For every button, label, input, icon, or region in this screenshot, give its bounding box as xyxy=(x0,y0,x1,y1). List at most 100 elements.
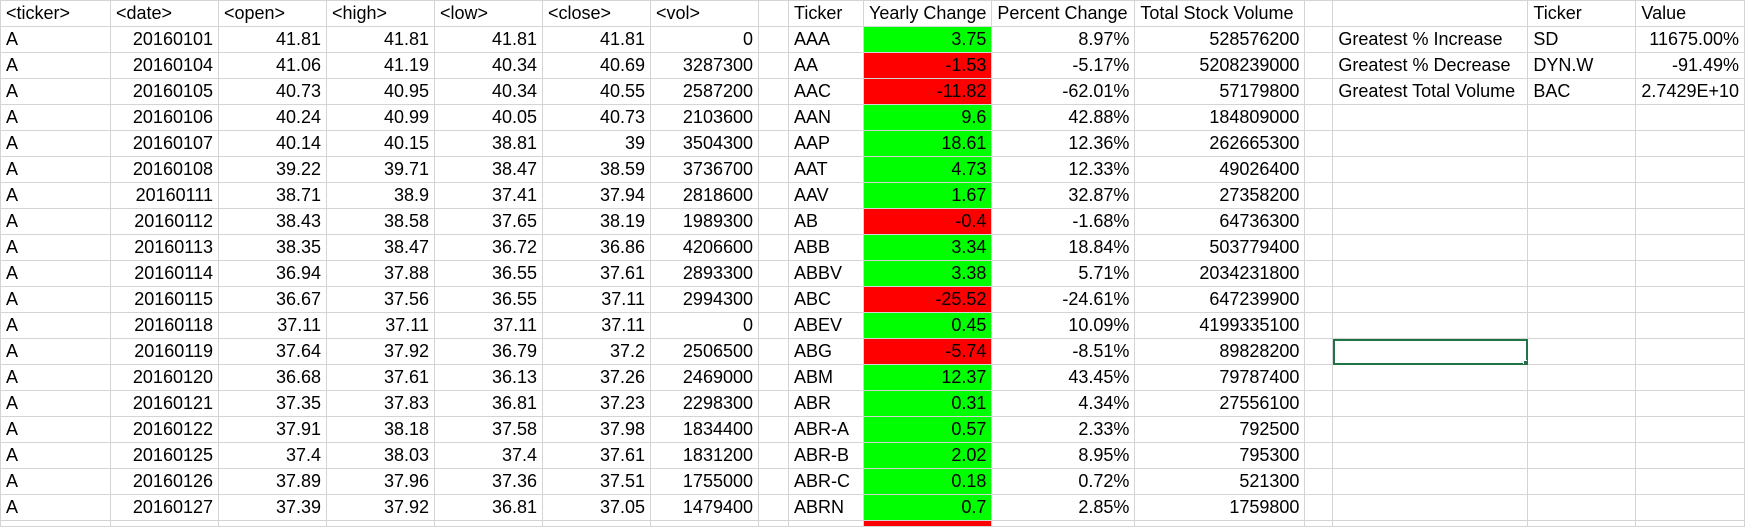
cell-high[interactable]: 38.03 xyxy=(326,442,435,469)
cell-high[interactable]: 37.96 xyxy=(326,468,435,495)
empty-cell[interactable] xyxy=(1332,104,1529,131)
cell-total-volume[interactable]: 528576200 xyxy=(1134,26,1306,53)
cell-close[interactable]: 41.81 xyxy=(542,26,651,53)
cell-high[interactable]: 39.71 xyxy=(326,156,435,183)
cell-open[interactable]: 37.89 xyxy=(218,468,327,495)
empty-cell[interactable] xyxy=(1635,494,1746,521)
cell-date[interactable]: 20160121 xyxy=(110,390,219,417)
cell-percent-change[interactable]: 8.95% xyxy=(991,442,1136,469)
cell-close[interactable]: 37.94 xyxy=(542,182,651,209)
cell-date[interactable]: 20160104 xyxy=(110,52,219,79)
cell-open[interactable]: 38.71 xyxy=(218,182,327,209)
empty-cell[interactable] xyxy=(1304,52,1334,79)
cell-low[interactable]: 37.65 xyxy=(434,208,543,235)
cell-high[interactable]: 38.18 xyxy=(326,416,435,443)
cell-yearly-change[interactable]: 0.57 xyxy=(862,416,993,443)
empty-cell[interactable] xyxy=(1304,312,1334,339)
empty-cell[interactable] xyxy=(758,156,789,183)
cell-ticker[interactable]: A xyxy=(0,234,111,261)
empty-cell[interactable] xyxy=(758,494,789,521)
empty-cell[interactable] xyxy=(1332,208,1529,235)
greatest-ticker[interactable]: DYN.W xyxy=(1527,52,1637,79)
empty-cell[interactable] xyxy=(1527,104,1637,131)
header-ticker[interactable]: <ticker> xyxy=(0,0,111,27)
cell-yearly-change[interactable]: 4.73 xyxy=(862,156,993,183)
empty-cell[interactable] xyxy=(758,0,789,27)
empty-cell[interactable] xyxy=(758,104,789,131)
empty-cell[interactable] xyxy=(1332,364,1529,391)
empty-cell[interactable] xyxy=(758,182,789,209)
empty-cell[interactable] xyxy=(758,364,789,391)
cell-close[interactable]: 39 xyxy=(542,130,651,157)
empty-cell[interactable] xyxy=(1332,130,1529,157)
empty-cell[interactable] xyxy=(1304,26,1334,53)
empty-cell[interactable] xyxy=(1635,104,1746,131)
greatest-value[interactable]: 11675.00% xyxy=(1635,26,1746,53)
empty-cell[interactable] xyxy=(1635,234,1746,261)
cell-vol[interactable]: 1989300 xyxy=(650,208,759,235)
empty-cell[interactable] xyxy=(1304,494,1334,521)
cell-ticker[interactable]: A xyxy=(0,182,111,209)
cell-total-volume[interactable]: 4199335100 xyxy=(1134,312,1306,339)
cell-ticker[interactable]: A xyxy=(0,442,111,469)
cell-yearly-change[interactable]: 3.38 xyxy=(862,260,993,287)
cell-yearly-change[interactable]: -1.53 xyxy=(862,52,993,79)
cell-percent-change[interactable]: 2.85% xyxy=(991,494,1136,521)
empty-cell[interactable] xyxy=(758,312,789,339)
header-low[interactable]: <low> xyxy=(434,0,543,27)
cell-low[interactable]: 40.34 xyxy=(434,52,543,79)
empty-cell[interactable] xyxy=(1635,130,1746,157)
cell-vol[interactable]: 2818600 xyxy=(650,182,759,209)
cell-summary-ticker[interactable]: AAC xyxy=(788,78,864,105)
cell-open[interactable]: 36.67 xyxy=(218,286,327,313)
cell-summary-ticker[interactable]: ABR-B xyxy=(788,442,864,469)
cell-high[interactable]: 37.83 xyxy=(326,390,435,417)
cell-low[interactable]: 40.34 xyxy=(434,78,543,105)
cell-yearly-change[interactable]: 1.67 xyxy=(862,182,993,209)
cell-summary-ticker[interactable]: ABBV xyxy=(788,260,864,287)
cell-vol[interactable]: 2994300 xyxy=(650,286,759,313)
cell-high[interactable]: 37.92 xyxy=(326,338,435,365)
empty-cell[interactable] xyxy=(1527,286,1637,313)
cell-percent-change[interactable]: 5.71% xyxy=(991,260,1136,287)
empty-cell[interactable] xyxy=(1332,156,1529,183)
cell-summary-ticker[interactable]: ABB xyxy=(788,234,864,261)
cell-ticker[interactable]: A xyxy=(0,208,111,235)
empty-cell[interactable] xyxy=(1332,468,1529,495)
cell-vol[interactable]: 3736700 xyxy=(650,156,759,183)
cell-high[interactable]: 38.47 xyxy=(326,234,435,261)
cell-total-volume[interactable]: 792500 xyxy=(1134,416,1306,443)
cell-date[interactable]: 20160122 xyxy=(110,416,219,443)
cell-vol[interactable]: 2103600 xyxy=(650,104,759,131)
empty-cell[interactable] xyxy=(1304,416,1334,443)
greatest-value[interactable]: 2.7429E+10 xyxy=(1635,78,1746,105)
empty-cell[interactable] xyxy=(758,234,789,261)
greatest-label[interactable]: Greatest Total Volume xyxy=(1332,78,1529,105)
cell-summary-ticker[interactable]: ABR-C xyxy=(788,468,864,495)
cell-percent-change[interactable]: 0.72% xyxy=(991,468,1136,495)
cell-close[interactable]: 36.86 xyxy=(542,234,651,261)
cell-low[interactable]: 36.81 xyxy=(434,494,543,521)
empty-cell[interactable] xyxy=(1304,156,1334,183)
cell-low[interactable]: 37.11 xyxy=(434,312,543,339)
empty-cell[interactable] xyxy=(1635,260,1746,287)
cell-yearly-change[interactable]: 3.75 xyxy=(862,26,993,53)
cell-summary-ticker[interactable]: AAN xyxy=(788,104,864,131)
cell-ticker[interactable]: A xyxy=(0,104,111,131)
empty-cell[interactable] xyxy=(1304,338,1334,365)
empty-cell[interactable] xyxy=(1635,286,1746,313)
cell-vol[interactable]: 2469000 xyxy=(650,364,759,391)
empty-cell[interactable] xyxy=(1304,468,1334,495)
cell-high[interactable]: 37.92 xyxy=(326,494,435,521)
cell-high[interactable]: 37.88 xyxy=(326,260,435,287)
empty-cell[interactable] xyxy=(758,468,789,495)
cell-percent-change[interactable]: 43.45% xyxy=(991,364,1136,391)
cell-date[interactable]: 20160120 xyxy=(110,364,219,391)
empty-cell[interactable] xyxy=(1527,130,1637,157)
cell-low[interactable]: 37.4 xyxy=(434,442,543,469)
cell-total-volume[interactable]: 795300 xyxy=(1134,442,1306,469)
empty-cell[interactable] xyxy=(1527,234,1637,261)
cell-ticker[interactable]: A xyxy=(0,338,111,365)
cell-summary-ticker[interactable]: ABRN xyxy=(788,494,864,521)
cell-close[interactable]: 37.26 xyxy=(542,364,651,391)
